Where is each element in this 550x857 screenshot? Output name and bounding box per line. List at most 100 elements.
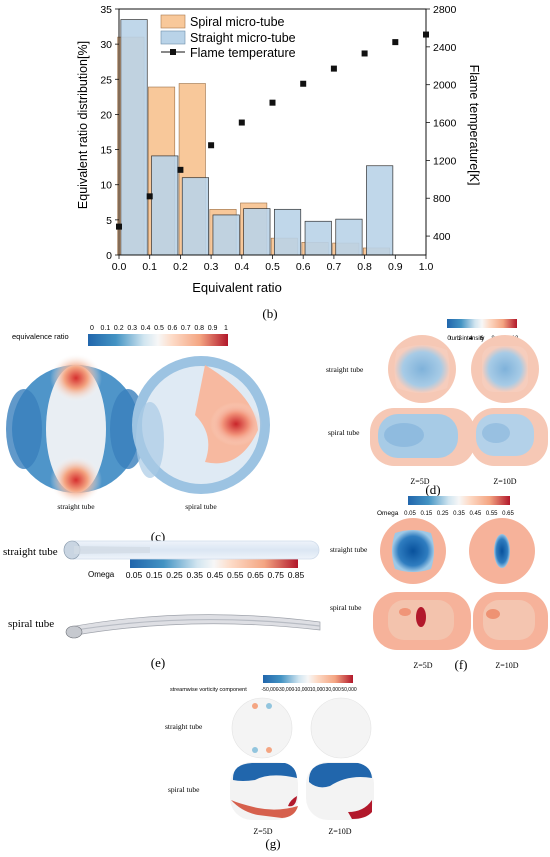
y-left-tick-label-4: 20 bbox=[100, 109, 112, 121]
bar-straight-8 bbox=[366, 165, 394, 256]
bar-straight-5 bbox=[273, 208, 302, 256]
colorbar-c-tick-9: 0.9 bbox=[208, 325, 218, 332]
row-label-spiral-g: spiral tube bbox=[168, 785, 200, 794]
legend-swatch-spiral bbox=[160, 14, 186, 29]
colorbar-d bbox=[447, 319, 517, 328]
panel-label-e: (e) bbox=[151, 655, 165, 670]
legend-label-spiral: Spiral micro-tube bbox=[190, 15, 285, 29]
caption-spiral-tube-c: spiral tube bbox=[185, 502, 217, 511]
x-tick-label-4: 0.4 bbox=[234, 261, 249, 273]
contour-straight-10d-f bbox=[469, 518, 535, 584]
y-left-tick-label-0: 0 bbox=[106, 250, 112, 262]
contour-spiral-10d-f bbox=[473, 592, 548, 650]
col-label-5d-f: Z=5D bbox=[413, 661, 432, 670]
colorbar-f-tick-4: 0.45 bbox=[469, 511, 481, 517]
x-tick-label-7: 0.7 bbox=[327, 261, 342, 273]
colorbar-c-tick-4: 0.4 bbox=[141, 325, 151, 332]
col-label-5d-d: Z=5D bbox=[410, 477, 429, 486]
y-right-tick-label-6: 2800 bbox=[433, 4, 457, 16]
colorbar-e-tick-1: 0.15 bbox=[146, 570, 163, 580]
colorbar-g-tick-4: 30,000 bbox=[326, 687, 342, 693]
y-right-axis-label: Flame temperature[K] bbox=[467, 65, 481, 186]
y-left-tick-label-3: 15 bbox=[100, 145, 112, 157]
colorbar-f-tick-1: 0.15 bbox=[420, 511, 432, 517]
y-right-tick-label-3: 1600 bbox=[433, 118, 457, 130]
colorbar-e-tick-4: 0.45 bbox=[207, 570, 224, 580]
contour-straight-5d-g bbox=[231, 697, 293, 759]
contour-straight-10d-g bbox=[310, 697, 372, 759]
colorbar-f-tick-5: 0.55 bbox=[486, 511, 498, 517]
bar-straight-7 bbox=[335, 218, 363, 256]
x-tick-label-2: 0.2 bbox=[173, 261, 188, 273]
row-label-spiral-e: spiral tube bbox=[8, 618, 54, 630]
colorbar-d-tick-0: 0 bbox=[447, 336, 451, 342]
colorbar-c bbox=[88, 334, 228, 346]
row-label-straight-d: straight tube bbox=[326, 365, 364, 374]
col-label-10d-f: Z=10D bbox=[495, 661, 518, 670]
y-right-tick-label-2: 1200 bbox=[433, 155, 457, 167]
colorbar-c-tick-10: 1 bbox=[224, 325, 228, 332]
bar-straight-1 bbox=[151, 155, 179, 256]
colorbar-f-tick-3: 0.35 bbox=[453, 511, 465, 517]
legend-marker-flame bbox=[170, 49, 176, 55]
panel-f: Omega 0.05 0.15 0.25 0.35 0.45 0.55 0.65 strai… bbox=[330, 496, 548, 672]
chart-b: 0.0 0.1 0.2 0.3 0.4 0.5 0.6 0.7 0.8 0.9 1.0 0 5 10 15… bbox=[76, 4, 481, 295]
contour-straight-10d-d bbox=[471, 335, 539, 403]
colorbar-ticks-e: 0.05 0.15 0.25 0.35 0.45 0.55 0.65 0.75 0.85 bbox=[126, 570, 305, 580]
panel-label-b: (b) bbox=[262, 306, 277, 321]
flame-point-9 bbox=[392, 39, 399, 46]
colorbar-c-tick-0: 0 bbox=[90, 325, 94, 332]
x-tick-label-5: 0.5 bbox=[265, 261, 280, 273]
colorbar-g-tick-5: 50,000 bbox=[341, 687, 357, 693]
panel-label-f: (f) bbox=[455, 657, 468, 672]
flame-point-3 bbox=[208, 142, 215, 149]
x-tick-label-8: 0.8 bbox=[357, 261, 372, 273]
colorbar-c-tick-3: 0.3 bbox=[127, 325, 137, 332]
colorbar-e-tick-3: 0.35 bbox=[186, 570, 203, 580]
col-label-10d-d: Z=10D bbox=[493, 477, 516, 486]
y-right-tick-label-1: 800 bbox=[433, 193, 451, 205]
legend: Spiral micro-tube Straight micro-tube Fl… bbox=[160, 14, 296, 60]
y-left-axis-label: Equivalent ratio distribution[%] bbox=[76, 41, 90, 209]
colorbar-e-tick-0: 0.05 bbox=[126, 570, 143, 580]
row-label-straight-e: straight tube bbox=[3, 546, 58, 558]
colorbar-c-tick-8: 0.8 bbox=[194, 325, 204, 332]
x-axis-label: Equivalent ratio bbox=[192, 280, 282, 295]
x-tick-label-3: 0.3 bbox=[204, 261, 219, 273]
colorbar-c-tick-6: 0.6 bbox=[168, 325, 178, 332]
flame-point-6 bbox=[300, 80, 307, 87]
y-left-tick-label-1: 5 bbox=[106, 215, 112, 227]
panel-label-c: (c) bbox=[151, 529, 165, 544]
bar-straight-3 bbox=[212, 214, 240, 256]
colorbar-f-tick-2: 0.25 bbox=[437, 511, 449, 517]
contour-straight-5d-f bbox=[380, 518, 446, 584]
colorbar-c-tick-5: 0.5 bbox=[154, 325, 164, 332]
col-label-5d-g: Z=5D bbox=[253, 827, 272, 836]
bar-straight-0 bbox=[120, 19, 148, 256]
y-left-tick-label-5: 25 bbox=[100, 74, 112, 86]
panel-g: streamwise vorticity component -50,000-3… bbox=[165, 675, 374, 851]
colorbar-title-e: Omega bbox=[88, 570, 115, 579]
y-right-tick-label-0: 400 bbox=[433, 231, 451, 243]
legend-label-flame: Flame temperature bbox=[190, 46, 296, 60]
colorbar-ticks-f: 0.05 0.15 0.25 0.35 0.45 0.55 0.65 bbox=[404, 511, 514, 517]
contour-spiral-5d-g bbox=[230, 762, 298, 820]
flame-point-8 bbox=[361, 50, 368, 57]
colorbar-f-tick-0: 0.05 bbox=[404, 511, 416, 517]
colorbar-title-d: turb-intensity bbox=[450, 336, 484, 342]
flame-point-5 bbox=[269, 99, 276, 106]
caption-straight-tube-c: straight tube bbox=[57, 502, 95, 511]
flame-point-4 bbox=[238, 119, 245, 126]
colorbar-d-tick-3: 6 bbox=[480, 336, 484, 342]
colorbar-ticks-g: -50,000-30,000-10,000 10,000 30,000 50,000 bbox=[262, 687, 357, 693]
row-label-straight-f: straight tube bbox=[330, 545, 368, 554]
bar-straight-6 bbox=[304, 220, 332, 256]
panel-label-d: (d) bbox=[425, 482, 440, 497]
row-label-spiral-d: spiral tube bbox=[328, 428, 360, 437]
colorbar-title-f: Omega bbox=[377, 510, 399, 517]
contour-spiral-tube-c bbox=[132, 356, 270, 494]
flame-point-2 bbox=[177, 166, 184, 173]
x-tick-label-10: 1.0 bbox=[419, 261, 434, 273]
colorbar-e-tick-6: 0.65 bbox=[247, 570, 264, 580]
